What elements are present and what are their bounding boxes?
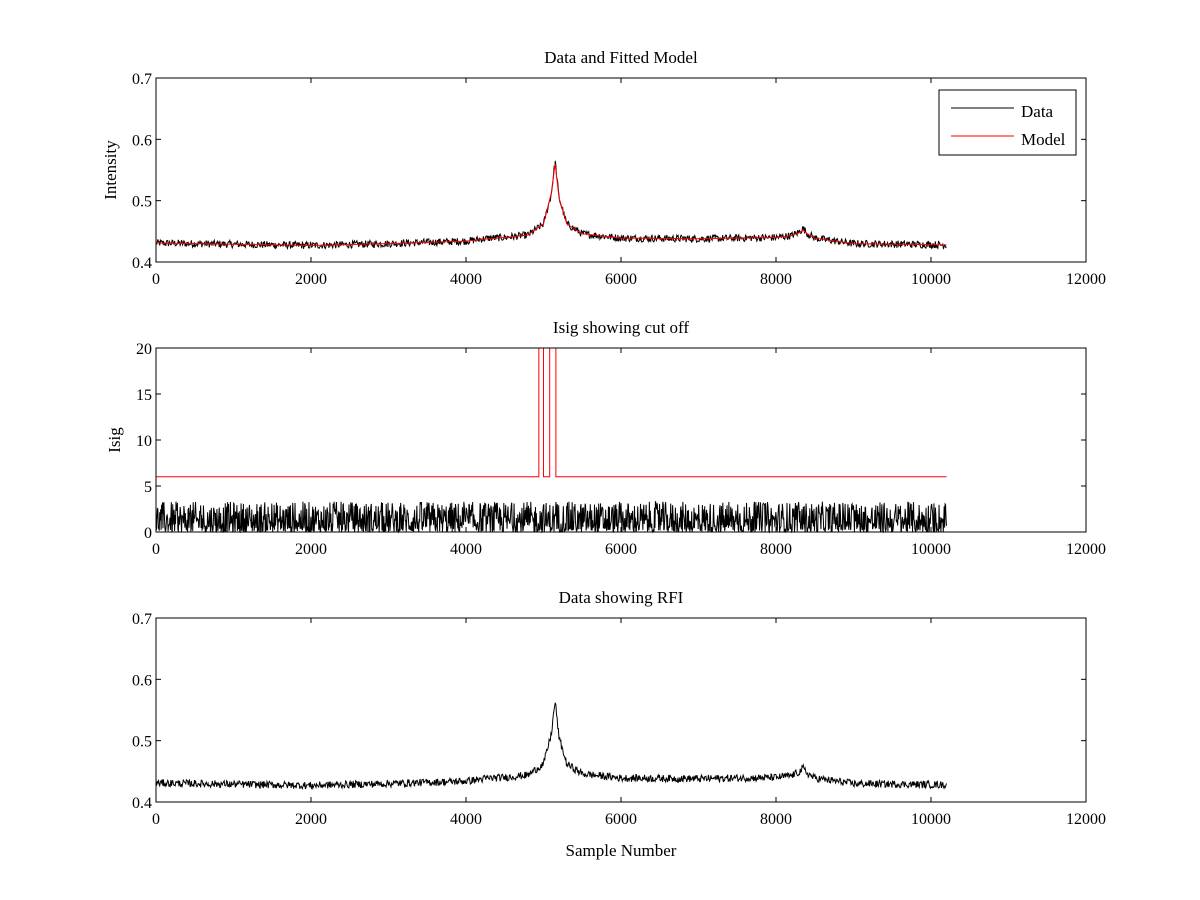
x-tick-label: 4000 [450, 271, 482, 288]
y-tick-label: 10 [136, 433, 152, 450]
subplot-isig: Isig showing cut off Isig 0 2000 4000 6000 8… [105, 318, 1106, 558]
subplot-rfi: Data showing RFI Sample Number 0 2000 4000… [132, 588, 1106, 860]
y-tick-label: 0.5 [132, 734, 152, 751]
subplot-model: Data and Fitted Model Intensity 0 2000 400… [101, 48, 1106, 288]
x-tick-label: 2000 [295, 541, 327, 558]
axis-ticks: 0 2000 4000 6000 8000 10000 12000 0.4 0.5 0.6 0.7 [132, 611, 1106, 828]
subplot-title: Isig showing cut off [553, 318, 689, 337]
y-tick-label: 0.7 [132, 71, 152, 88]
plot-area [155, 347, 947, 534]
y-axis-label: Intensity [101, 140, 120, 200]
x-tick-label: 8000 [760, 811, 792, 828]
series-line-2 [156, 347, 947, 478]
series-line-1 [155, 702, 947, 791]
x-tick-label: 4000 [450, 811, 482, 828]
y-tick-label: 0.4 [132, 255, 152, 272]
plot-area [155, 702, 947, 791]
series-line-1 [155, 500, 947, 534]
y-tick-label: 0 [144, 525, 152, 542]
y-tick-label: 0.4 [132, 795, 152, 812]
x-tick-label: 0 [152, 271, 160, 288]
x-tick-label: 6000 [605, 541, 637, 558]
x-tick-label: 8000 [760, 541, 792, 558]
y-tick-label: 0.6 [132, 132, 152, 149]
x-tick-label: 6000 [605, 811, 637, 828]
legend-label-data: Data [1021, 102, 1054, 121]
x-tick-label: 2000 [295, 811, 327, 828]
y-tick-label: 0.5 [132, 194, 152, 211]
y-tick-label: 0.6 [132, 672, 152, 689]
x-tick-label: 0 [152, 811, 160, 828]
x-tick-label: 10000 [911, 541, 951, 558]
y-tick-label: 5 [144, 479, 152, 496]
y-tick-label: 20 [136, 341, 152, 358]
y-tick-label: 0.7 [132, 611, 152, 628]
x-tick-label: 6000 [605, 271, 637, 288]
axis-ticks: 0 2000 4000 6000 8000 10000 12000 0 5 10 15 20 [136, 341, 1106, 558]
x-tick-label: 4000 [450, 541, 482, 558]
axis-ticks: 0 2000 4000 6000 8000 10000 12000 0.4 0.5 0.6 0.7 [132, 71, 1106, 288]
legend-box [938, 89, 1077, 156]
series-line-model [155, 163, 947, 246]
x-tick-label: 2000 [295, 271, 327, 288]
x-axis-label: Sample Number [566, 841, 677, 860]
y-tick-label: 15 [136, 387, 152, 404]
subplot-title: Data and Fitted Model [544, 48, 698, 67]
legend: Data Model [938, 89, 1077, 156]
x-tick-label: 10000 [911, 271, 951, 288]
x-tick-label: 12000 [1066, 271, 1106, 288]
x-tick-label: 12000 [1066, 811, 1106, 828]
x-tick-label: 12000 [1066, 541, 1106, 558]
x-tick-label: 0 [152, 541, 160, 558]
plot-area [155, 160, 947, 251]
y-axis-label: Isig [105, 427, 124, 453]
x-tick-label: 8000 [760, 271, 792, 288]
x-tick-label: 10000 [911, 811, 951, 828]
legend-label-model: Model [1021, 130, 1066, 149]
subplot-title: Data showing RFI [559, 588, 684, 607]
